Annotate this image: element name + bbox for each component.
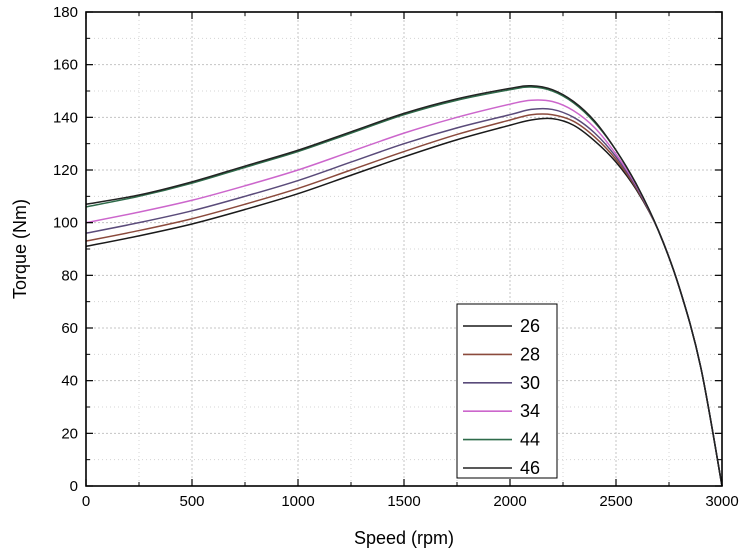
legend-label-30: 30 bbox=[520, 373, 540, 393]
axis-ticks bbox=[85, 11, 723, 487]
legend-box bbox=[456, 303, 558, 479]
y-tick-label: 20 bbox=[61, 425, 78, 442]
x-tick-label: 1000 bbox=[281, 493, 314, 510]
x-axis-title: Speed (rpm) bbox=[354, 528, 454, 548]
y-tick-label: 80 bbox=[61, 267, 78, 284]
x-tick-label: 3000 bbox=[705, 493, 738, 510]
series-line-46 bbox=[85, 84, 723, 487]
grid bbox=[86, 12, 722, 486]
y-tick-label: 140 bbox=[53, 109, 78, 126]
x-tick-label: 2000 bbox=[493, 493, 526, 510]
legend-label-28: 28 bbox=[520, 344, 540, 364]
x-tick-label: 2500 bbox=[599, 493, 632, 510]
legend-label-26: 26 bbox=[520, 316, 540, 336]
y-tick-label: 100 bbox=[53, 215, 78, 232]
y-tick-label: 60 bbox=[61, 320, 78, 337]
x-tick-label: 1500 bbox=[387, 493, 420, 510]
legend: 26 28 30 34 44 46 bbox=[456, 303, 558, 479]
series-layer bbox=[85, 84, 723, 487]
tick-labels: 0 500 1000 1500 2000 2500 3000 0 20 40 60 80 100 120 1… bbox=[53, 4, 739, 510]
legend-label-46: 46 bbox=[520, 458, 540, 478]
y-tick-label: 40 bbox=[61, 373, 78, 390]
y-tick-label: 120 bbox=[53, 162, 78, 179]
y-axis-title: Torque (Nm) bbox=[10, 199, 30, 299]
x-tick-label: 0 bbox=[82, 493, 90, 510]
legend-label-34: 34 bbox=[520, 401, 540, 421]
y-tick-label: 180 bbox=[53, 4, 78, 21]
y-tick-label: 160 bbox=[53, 57, 78, 74]
x-tick-label: 500 bbox=[179, 493, 204, 510]
y-tick-label: 0 bbox=[70, 478, 78, 495]
legend-label-44: 44 bbox=[520, 430, 540, 450]
